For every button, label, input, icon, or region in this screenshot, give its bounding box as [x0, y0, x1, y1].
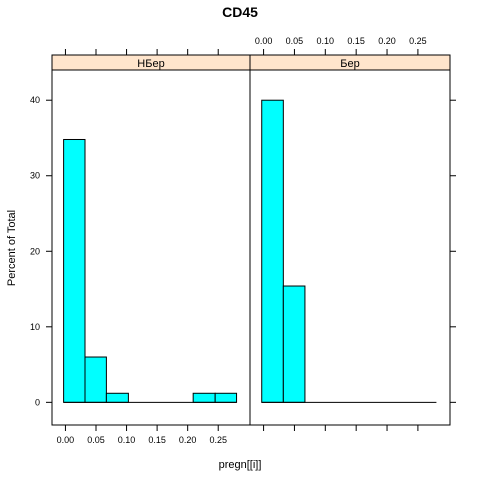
x-tick-label-bottom: 0.20 [179, 435, 197, 445]
bar-panel1-bin8 [214, 392, 238, 403]
y-tick-label: 20 [30, 246, 40, 256]
x-tick-label-top: 0.05 [286, 36, 304, 46]
x-tick-label-bottom: 0.15 [148, 435, 166, 445]
bars-layer [63, 99, 306, 403]
y-axis-label: Percent of Total [6, 210, 18, 286]
bar-panel1-bin2 [84, 356, 107, 403]
strip-label-nber: НБер [137, 58, 164, 70]
x-tick-label-bottom: 0.05 [87, 435, 105, 445]
panel-right-frame [249, 69, 451, 426]
x-tick-label-top: 0.00 [255, 36, 273, 46]
x-axis-label: pregn[[i]] [219, 459, 262, 471]
bar-panel1-bin3 [105, 392, 129, 403]
y-tick-label: 40 [30, 95, 40, 105]
x-tick-label-top: 0.15 [347, 36, 365, 46]
x-tick-label-bottom: 0.10 [118, 435, 136, 445]
x-tick-label-bottom: 0.00 [57, 435, 75, 445]
x-tick-label-top: 0.10 [317, 36, 335, 46]
bar-panel1-bin1 [63, 138, 86, 403]
x-tick-label-top: 0.20 [378, 36, 396, 46]
x-tick-label-bottom: 0.25 [209, 435, 227, 445]
chart-title: CD45 [222, 4, 258, 20]
x-tick-label-top: 0.25 [409, 36, 427, 46]
y-tick-label: 0 [35, 397, 40, 407]
y-tick-label: 10 [30, 322, 40, 332]
strip-label-ber: Бер [340, 58, 359, 70]
y-tick-label: 30 [30, 171, 40, 181]
ticks-layer: 0 10 20 30 40 0.00 0.05 0.10 0.15 0.20 0.25 0.00 0.0… [30, 36, 456, 445]
bar-panel2-bin2 [282, 285, 306, 403]
bar-panel1-bin7 [192, 392, 216, 403]
bar-panel2-bin1 [261, 99, 284, 403]
